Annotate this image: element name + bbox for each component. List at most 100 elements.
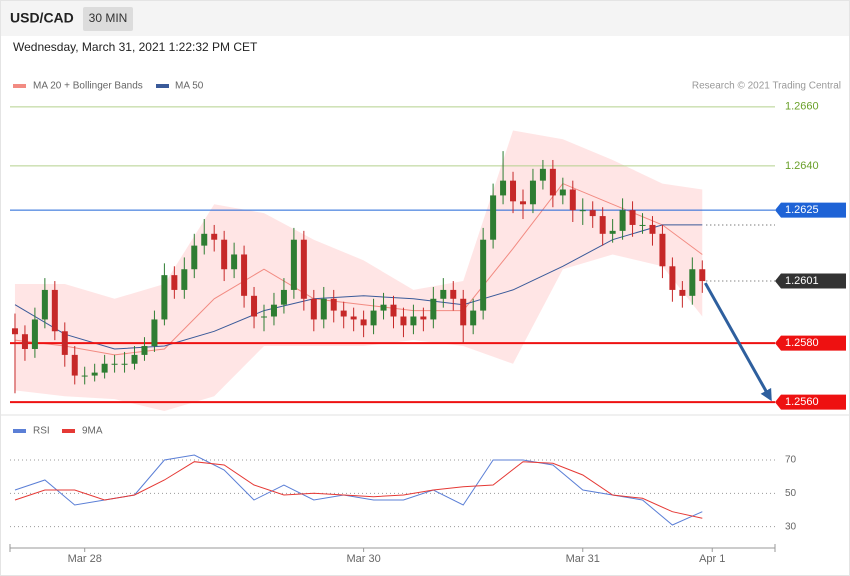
x-tick-label: Mar 28	[68, 553, 102, 565]
rsi-line	[14, 461, 703, 519]
candle-body	[121, 363, 128, 365]
candle-body	[310, 298, 317, 320]
candle-body	[569, 189, 576, 211]
credit: Research © 2021 Trading Central	[692, 81, 841, 92]
candle-body	[589, 210, 596, 217]
candle-body	[699, 269, 706, 282]
candle-body	[390, 304, 397, 317]
ma20-line	[14, 182, 703, 356]
candle-body	[270, 304, 277, 317]
candle-body	[529, 180, 536, 205]
candle-body	[420, 316, 427, 320]
candle-body	[151, 319, 158, 347]
symbol: USD/CAD	[10, 10, 74, 26]
candle-body	[251, 295, 258, 317]
ma50-line	[14, 224, 703, 350]
candle-body	[350, 316, 357, 320]
candle-body	[280, 289, 287, 305]
candle-body	[629, 210, 636, 225]
candle-body	[470, 310, 477, 326]
level-label: 1.2660	[785, 101, 819, 113]
candle-body	[579, 210, 586, 212]
candle-body	[679, 289, 686, 296]
level-label: 1.2640	[785, 160, 819, 172]
level-tag	[775, 335, 846, 351]
candle-body	[659, 233, 666, 267]
candle-body	[201, 233, 208, 246]
candle-body	[11, 328, 18, 335]
candle-body	[330, 298, 337, 311]
candle-body	[460, 298, 467, 326]
candle-body	[131, 354, 138, 364]
candle-body	[181, 269, 188, 290]
level-tag	[775, 394, 846, 410]
candle-body	[161, 275, 168, 320]
candle-body	[500, 180, 507, 196]
candle-body	[211, 233, 218, 240]
candle-body	[71, 354, 78, 376]
forecast-arrow	[703, 282, 772, 402]
level-label: 1.2580	[785, 337, 819, 349]
legend-swatch	[156, 84, 169, 88]
level-label: 1.2625	[785, 204, 819, 216]
candle-body	[111, 363, 118, 365]
candle-body	[609, 230, 616, 234]
candle-body	[191, 245, 198, 270]
candle-body	[519, 201, 526, 205]
candle-body	[639, 224, 646, 226]
candle-body	[669, 266, 676, 290]
legend-swatch	[13, 84, 26, 88]
y-tick-label: 30	[785, 521, 797, 532]
level-tag	[775, 202, 846, 218]
y-tick-label: 50	[785, 488, 797, 499]
candle-body	[290, 239, 297, 290]
interval[interactable]: 30 MIN	[89, 11, 128, 25]
x-tick-label: Mar 31	[566, 553, 600, 565]
candle-body	[241, 254, 248, 296]
candle-body	[41, 289, 48, 320]
candle-body	[430, 298, 437, 320]
timestamp: Wednesday, March 31, 2021 1:22:32 PM CET	[13, 40, 258, 54]
candle-body	[141, 346, 148, 355]
candle-body	[231, 254, 238, 270]
candle-body	[171, 275, 178, 290]
candle-body	[31, 319, 38, 349]
legend-swatch	[62, 429, 75, 433]
candle-body	[480, 239, 487, 311]
legend-label: MA 50	[175, 81, 204, 92]
x-tick-label: Apr 1	[699, 553, 725, 565]
candle-body	[91, 372, 98, 376]
level-tag	[775, 273, 846, 289]
candle-body	[101, 363, 108, 373]
candle-body	[649, 224, 656, 234]
candle-body	[380, 304, 387, 311]
x-tick-label: Mar 30	[346, 553, 380, 565]
candle-body	[360, 319, 367, 326]
candle-body	[81, 375, 88, 377]
candle-body	[599, 216, 606, 234]
candle-body	[400, 316, 407, 326]
candle-body	[261, 316, 268, 318]
interval-box[interactable]	[83, 7, 133, 31]
candle-body	[549, 168, 556, 196]
legend-label: RSI	[33, 426, 50, 437]
header-bar	[1, 1, 849, 36]
candle-body	[340, 310, 347, 317]
candle-body	[320, 298, 327, 320]
candle-body	[559, 189, 566, 196]
candle-body	[300, 239, 307, 299]
candle-body	[619, 210, 626, 231]
candle-body	[61, 331, 68, 355]
candle-body	[51, 289, 58, 332]
legend-label: 9MA	[82, 426, 103, 437]
level-label: 1.2560	[785, 396, 819, 408]
candle-body	[689, 269, 696, 296]
candle-body	[450, 289, 457, 299]
level-label: 1.2601	[785, 275, 819, 287]
candle-body	[510, 180, 517, 202]
candle-body	[221, 239, 228, 270]
legend-swatch	[13, 429, 26, 433]
candle-body	[370, 310, 377, 326]
candle-body	[539, 168, 546, 181]
